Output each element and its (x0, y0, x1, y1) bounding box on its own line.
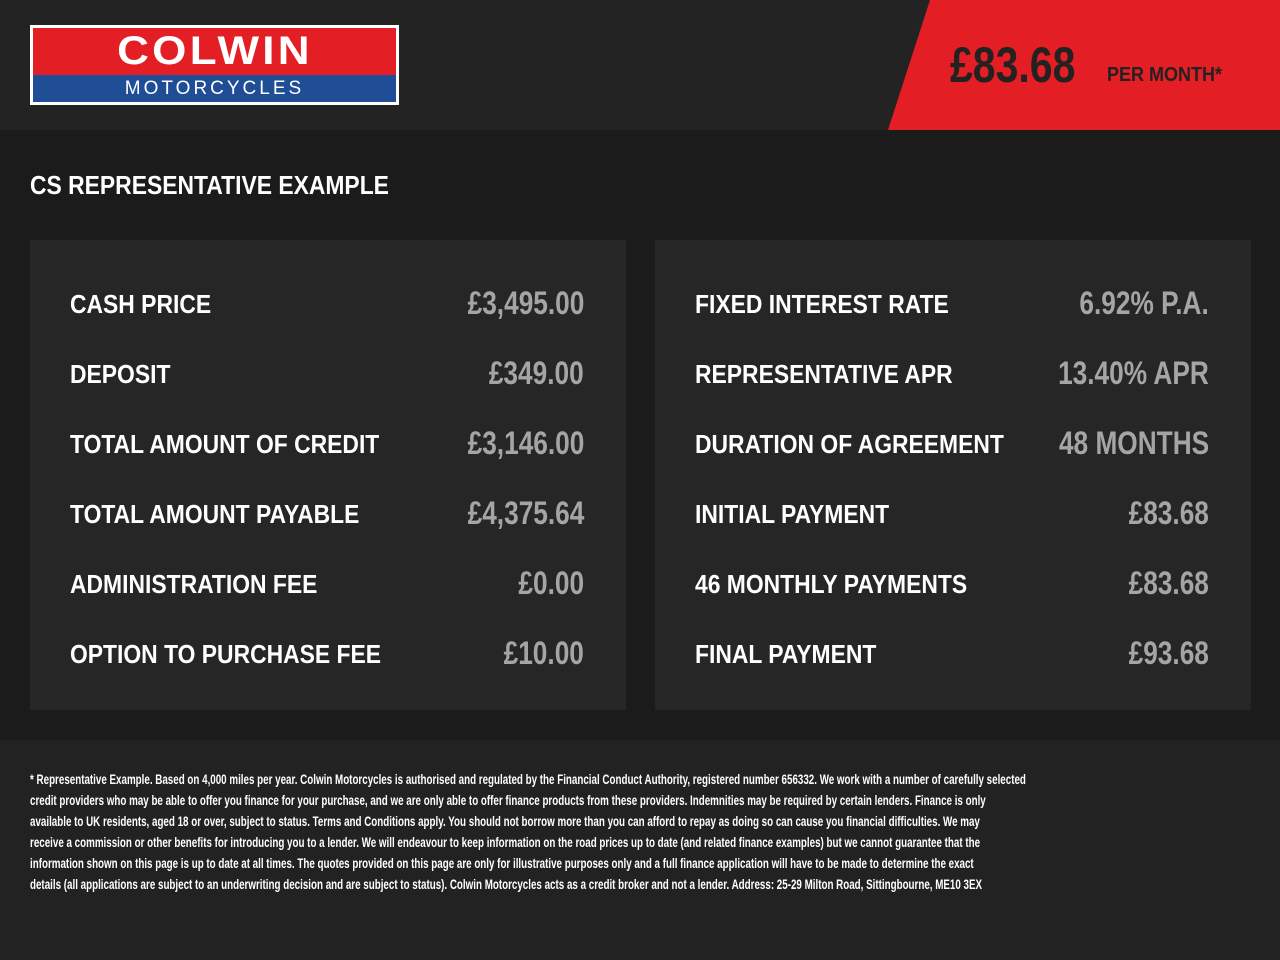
row-label: CASH PRICE (70, 289, 212, 319)
per-month-label: PER MONTH* (1107, 64, 1223, 86)
monthly-price: £83.68 (950, 37, 1076, 93)
finance-row: 46 MONTHLY PAYMENTS £83.68 (655, 565, 1251, 635)
row-label: DURATION OF AGREEMENT (695, 429, 1004, 459)
disclaimer-line: * Representative Example. Based on 4,000… (30, 771, 1026, 787)
row-value: £3,146.00 (467, 425, 584, 461)
finance-row: DURATION OF AGREEMENT 48 MONTHS (655, 425, 1251, 495)
row-value: £4,375.64 (467, 495, 584, 531)
row-label: ADMINISTRATION FEE (70, 569, 318, 599)
row-label: DEPOSIT (70, 359, 171, 389)
page-title: CS REPRESENTATIVE EXAMPLE (30, 170, 389, 200)
row-value: £349.00 (489, 355, 584, 391)
disclaimer-line: receive a commission or other benefits f… (30, 834, 981, 850)
finance-row: REPRESENTATIVE APR 13.40% APR (655, 355, 1251, 425)
disclaimer-line: details (all applications are subject to… (30, 876, 983, 892)
disclaimer-line: available to UK residents, aged 18 or ov… (30, 813, 980, 829)
finance-panel-right: FIXED INTEREST RATE 6.92% P.A. REPRESENTA… (655, 240, 1251, 710)
row-label: TOTAL AMOUNT PAYABLE (70, 499, 360, 529)
finance-panel-left: CASH PRICE £3,495.00 DEPOSIT £349.00 TOTAL… (30, 240, 626, 710)
row-value: £10.00 (503, 635, 584, 671)
row-label: FINAL PAYMENT (695, 639, 877, 669)
row-value: 48 MONTHS (1058, 425, 1209, 461)
finance-row: INITIAL PAYMENT £83.68 (655, 495, 1251, 565)
finance-row: OPTION TO PURCHASE FEE £10.00 (30, 635, 626, 705)
row-value: £83.68 (1128, 495, 1209, 531)
row-value: £3,495.00 (467, 285, 584, 321)
row-value: 6.92% P.A. (1079, 285, 1209, 321)
monthly-price-banner: £83.68 PER MONTH* (888, 0, 1280, 130)
row-value: 13.40% APR (1058, 355, 1209, 391)
finance-row: DEPOSIT £349.00 (30, 355, 626, 425)
row-value: £0.00 (518, 565, 584, 601)
row-value: £83.68 (1128, 565, 1209, 601)
row-label: INITIAL PAYMENT (695, 499, 890, 529)
finance-row: FIXED INTEREST RATE 6.92% P.A. (655, 285, 1251, 355)
finance-row: CASH PRICE £3,495.00 (30, 285, 626, 355)
finance-row: ADMINISTRATION FEE £0.00 (30, 565, 626, 635)
finance-row: TOTAL AMOUNT PAYABLE £4,375.64 (30, 495, 626, 565)
row-label: 46 MONTHLY PAYMENTS (695, 569, 968, 599)
finance-row: TOTAL AMOUNT OF CREDIT £3,146.00 (30, 425, 626, 495)
finance-row: FINAL PAYMENT £93.68 (655, 635, 1251, 705)
logo-text: COLWIN (116, 29, 313, 73)
disclaimer-line: information shown on this page is up to … (30, 855, 974, 871)
row-label: TOTAL AMOUNT OF CREDIT (70, 429, 380, 459)
header: COLWIN MOTORCYCLES £83.68 PER MONTH* (0, 0, 1280, 130)
disclaimer-line: credit providers who may be able to offe… (30, 792, 986, 808)
logo-subtext: MOTORCYCLES (124, 77, 305, 99)
colwin-logo: COLWIN MOTORCYCLES (30, 25, 399, 105)
row-label: OPTION TO PURCHASE FEE (70, 639, 382, 669)
row-label: FIXED INTEREST RATE (695, 289, 949, 319)
row-label: REPRESENTATIVE APR (695, 359, 953, 389)
row-value: £93.68 (1128, 635, 1209, 671)
disclaimer: * Representative Example. Based on 4,000… (0, 740, 1280, 960)
